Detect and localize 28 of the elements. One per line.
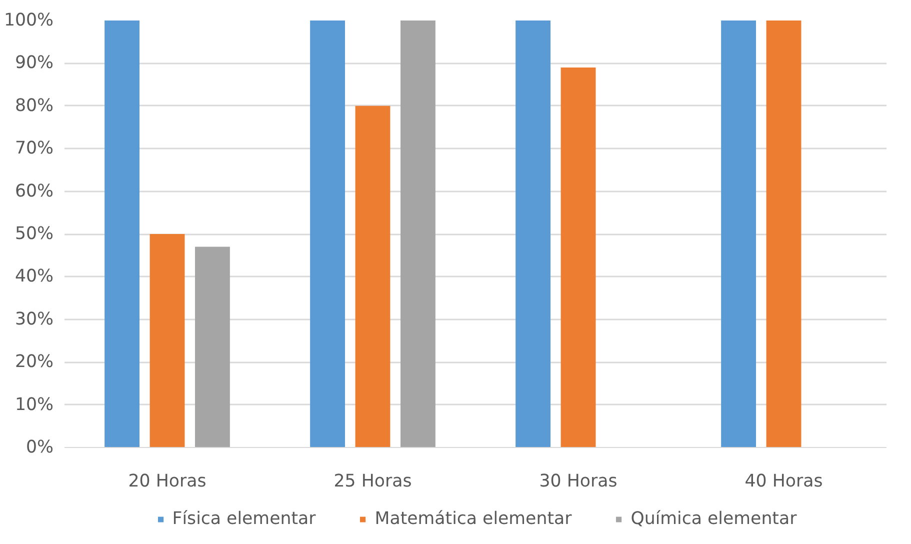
bar [516,20,551,448]
legend-label: Física elementar [172,509,316,529]
x-tick-label: 40 Horas [744,472,823,492]
y-tick-label: 100% [4,10,54,30]
y-tick-label: 10% [14,394,54,415]
legend-label: Química elementar [630,509,797,529]
y-tick-label: 20% [14,352,54,372]
bar [560,67,596,448]
bar [766,20,802,448]
x-tick-label: 25 Horas [334,472,412,492]
y-tick-label: 50% [14,224,54,244]
y-tick-label: 60% [14,181,54,202]
legend-label: Matemática elementar [374,509,572,529]
bar [721,20,756,448]
y-tick-label: 80% [14,96,54,116]
bar [310,20,346,448]
y-tick-label: 40% [14,266,54,287]
bar [104,20,140,448]
bar [355,106,390,448]
bar [400,20,436,448]
y-tick-label: 70% [14,138,54,159]
x-tick-label: 30 Horas [539,472,618,492]
y-tick-label: 90% [14,53,54,74]
bar [150,234,185,448]
y-tick-label: 30% [14,309,54,330]
y-tick-label: 0% [26,438,54,458]
bar [194,246,230,448]
x-tick-label: 20 Horas [128,472,206,492]
